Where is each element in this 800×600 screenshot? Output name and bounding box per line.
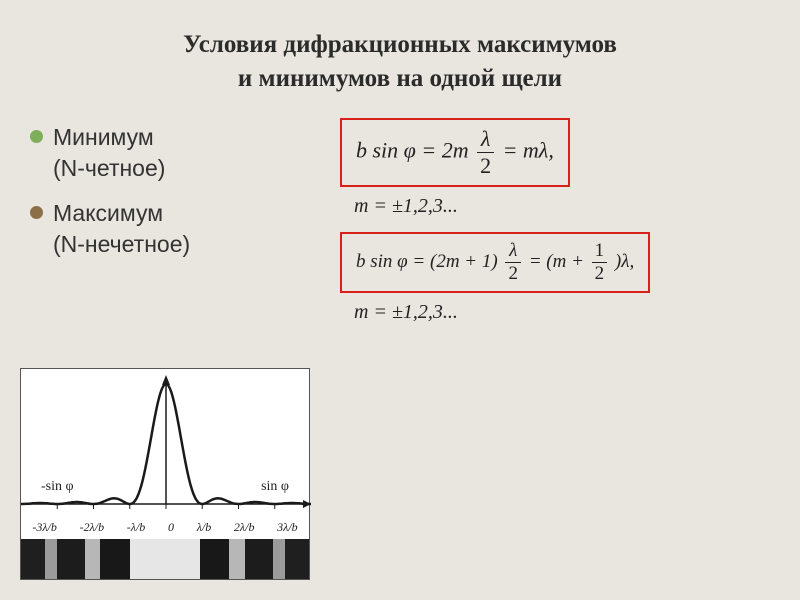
title-line1: Условия дифракционных максимумов: [183, 31, 617, 58]
diffraction-pattern-strip: [21, 539, 309, 579]
x-tick-label: 0: [168, 520, 174, 535]
x-tick-label: -λ/b: [127, 520, 146, 535]
bullet-maximum: Максимум (N-нечетное): [30, 198, 340, 260]
frac-num: 1: [592, 240, 608, 263]
formula-minimum-m: m = ±1,2,3...: [354, 195, 770, 218]
diffraction-diagram: -sin φ sin φ -3λ/b -2λ/b -λ/b 0 λ/b 2λ/b 3λ/b: [20, 368, 310, 580]
pattern-segment: [57, 539, 85, 579]
bullet-line1: Максимум: [53, 200, 163, 226]
formula-rhs: = mλ,: [503, 137, 554, 162]
pattern-segment: [285, 539, 309, 579]
x-tick-label: 2λ/b: [234, 520, 255, 535]
bullet-dot-icon: [30, 130, 43, 143]
fraction: λ 2: [477, 126, 494, 179]
content-area: Минимум (N-четное) Максимум (N-нечетное)…: [0, 114, 800, 338]
bullet-list: Минимум (N-четное) Максимум (N-нечетное): [30, 114, 340, 338]
pattern-segment: [21, 539, 45, 579]
x-tick-label: λ/b: [197, 520, 212, 535]
x-tick-label: -2λ/b: [80, 520, 105, 535]
pattern-segment: [273, 539, 285, 579]
bullet-minimum: Минимум (N-четное): [30, 122, 340, 184]
formula-minimum-box: b sin φ = 2m λ 2 = mλ,: [340, 118, 570, 187]
formula-maximum-m: m = ±1,2,3...: [354, 301, 770, 324]
frac-num: λ: [505, 240, 521, 263]
frac-den: 2: [505, 263, 521, 285]
pattern-segment: [100, 539, 130, 579]
pattern-segment: [45, 539, 57, 579]
slide-title: Условия дифракционных максимумов и миним…: [0, 0, 800, 114]
frac-num: λ: [477, 126, 494, 153]
fraction: λ 2: [505, 240, 521, 285]
x-axis-labels: -3λ/b -2λ/b -λ/b 0 λ/b 2λ/b 3λ/b: [21, 520, 309, 535]
bullet-line2: (N-четное): [53, 155, 165, 181]
sin-left-label: -sin φ: [41, 479, 74, 495]
pattern-segment: [130, 539, 200, 579]
formula-lhs: b sin φ = 2m: [356, 137, 469, 162]
pattern-segment: [245, 539, 273, 579]
graph-svg: [21, 369, 311, 539]
sin-right-label: sin φ: [261, 479, 289, 495]
formulas-area: b sin φ = 2m λ 2 = mλ, m = ±1,2,3... b s…: [340, 114, 770, 338]
pattern-segment: [200, 539, 230, 579]
formula-rhs: )λ,: [615, 250, 634, 271]
pattern-segment: [85, 539, 101, 579]
formula-lhs: b sin φ = (2m + 1): [356, 250, 498, 271]
formula-maximum-box: b sin φ = (2m + 1) λ 2 = (m + 1 2 )λ,: [340, 232, 650, 293]
fraction: 1 2: [592, 240, 608, 285]
bullet-line1: Минимум: [53, 124, 154, 150]
bullet-text: Минимум (N-четное): [53, 122, 165, 184]
frac-den: 2: [477, 153, 494, 179]
frac-den: 2: [592, 263, 608, 285]
bullet-text: Максимум (N-нечетное): [53, 198, 190, 260]
bullet-line2: (N-нечетное): [53, 231, 190, 257]
pattern-segment: [229, 539, 245, 579]
formula-mid: = (m +: [529, 250, 589, 271]
intensity-graph: -sin φ sin φ -3λ/b -2λ/b -λ/b 0 λ/b 2λ/b 3λ/b: [21, 369, 309, 539]
title-line2: и минимумов на одной щели: [238, 65, 562, 92]
bullet-dot-icon: [30, 206, 43, 219]
x-tick-label: -3λ/b: [32, 520, 57, 535]
x-tick-label: 3λ/b: [277, 520, 298, 535]
